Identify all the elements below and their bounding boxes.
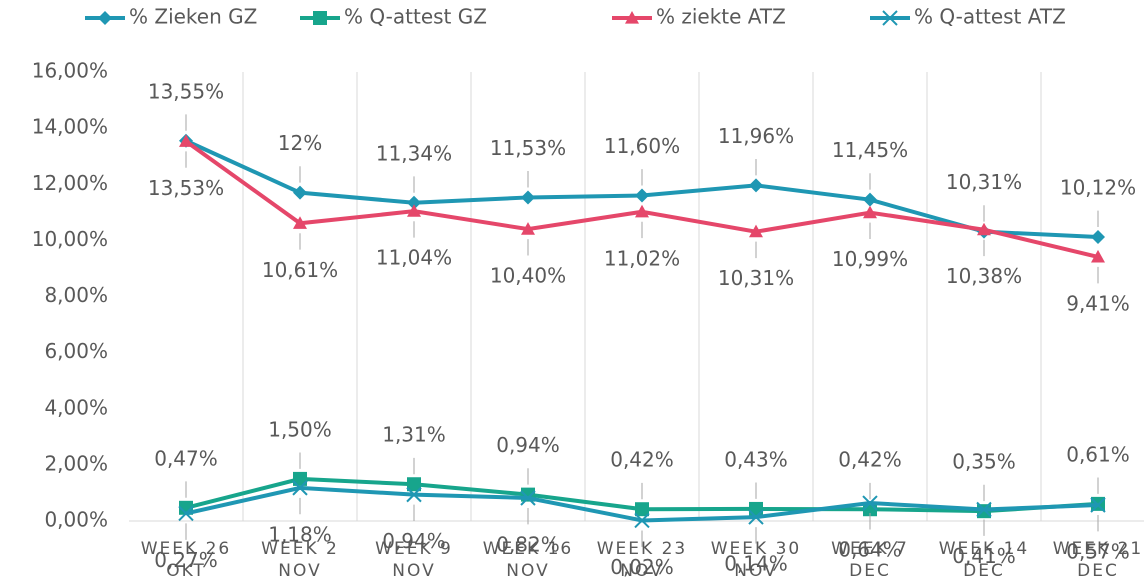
- x-tick-label: WEEK 14 DEC: [938, 539, 1030, 581]
- series-marker: [179, 134, 193, 147]
- data-label: 10,99%: [832, 247, 908, 271]
- legend-marker: [625, 11, 639, 24]
- data-label: 0,42%: [838, 448, 902, 472]
- data-label: 0,43%: [724, 447, 788, 471]
- data-label: 0,57%: [1066, 540, 1130, 564]
- series-marker: [407, 477, 421, 492]
- x-tick-label: WEEK 23 NOV: [596, 539, 688, 581]
- series-marker: [292, 480, 308, 496]
- series-marker: [635, 502, 649, 517]
- series-marker: [1091, 249, 1105, 263]
- data-label: 0,64%: [838, 538, 902, 562]
- series-marker: [748, 509, 764, 525]
- data-label: 10,12%: [1060, 176, 1136, 200]
- data-label: 11,02%: [604, 246, 680, 270]
- data-label: 0,27%: [154, 548, 218, 572]
- data-label: 0,35%: [952, 450, 1016, 474]
- x-tick-label: WEEK 9 NOV: [375, 539, 453, 581]
- data-label: 12%: [278, 131, 322, 155]
- series-marker: [749, 224, 763, 238]
- y-tick-label: 12,00%: [32, 171, 108, 195]
- data-label: 1,50%: [268, 417, 332, 441]
- series-marker: [634, 512, 650, 529]
- data-label: 10,31%: [718, 266, 794, 290]
- series-marker: [977, 222, 991, 236]
- data-label: 0,02%: [610, 555, 674, 579]
- data-label: 0,94%: [382, 529, 446, 553]
- y-tick-label: 14,00%: [32, 115, 108, 139]
- series-marker: [293, 216, 307, 229]
- y-tick-label: 8,00%: [44, 283, 108, 307]
- data-label: 0,94%: [496, 433, 560, 457]
- data-label: 13,53%: [148, 176, 224, 200]
- x-tick-label: WEEK 26 OKT: [140, 539, 232, 581]
- series-marker: [1090, 497, 1106, 513]
- legend-marker: [882, 10, 898, 26]
- x-tick-label: WEEK 7 DEC: [831, 539, 909, 581]
- series-marker: [407, 204, 421, 217]
- x-tick-label: WEEK 16 NOV: [482, 539, 574, 581]
- x-tick-label: WEEK 2 NOV: [261, 539, 339, 581]
- legend-marker: [98, 11, 112, 25]
- series-marker: [635, 204, 649, 218]
- series-marker: [863, 205, 877, 219]
- y-tick-label: 2,00%: [44, 451, 108, 475]
- y-tick-label: 6,00%: [44, 339, 108, 363]
- series-marker: [1091, 230, 1105, 245]
- data-label: 13,55%: [148, 79, 224, 103]
- series-marker: [749, 178, 763, 193]
- data-label: 0,41%: [952, 544, 1016, 568]
- data-label: 11,45%: [832, 138, 908, 162]
- data-label: 0,42%: [610, 448, 674, 472]
- data-label: 0,14%: [724, 552, 788, 576]
- data-label: 10,38%: [946, 264, 1022, 288]
- data-label: 10,31%: [946, 170, 1022, 194]
- series-marker: [749, 501, 763, 516]
- series-marker: [293, 471, 307, 486]
- data-label: 0,61%: [1066, 442, 1130, 466]
- legend-label: % ziekte ATZ: [656, 5, 786, 29]
- x-tick-label: WEEK 21 DEC: [1052, 539, 1144, 581]
- y-tick-label: 4,00%: [44, 395, 108, 419]
- x-tick-label: WEEK 30 NOV: [710, 539, 802, 581]
- series-marker: [863, 192, 877, 207]
- y-tick-label: 16,00%: [32, 59, 108, 83]
- data-label: 9,41%: [1066, 291, 1130, 315]
- data-label: 11,60%: [604, 134, 680, 158]
- series-marker: [635, 188, 649, 203]
- series-marker: [293, 185, 307, 200]
- series-marker: [521, 222, 535, 235]
- y-tick-label: 10,00%: [32, 227, 108, 251]
- series-marker: [976, 501, 992, 518]
- series-marker: [407, 195, 421, 210]
- data-label: 11,53%: [490, 136, 566, 160]
- data-label: 10,61%: [262, 258, 338, 282]
- data-label: 1,31%: [382, 423, 446, 447]
- series-marker: [406, 486, 422, 503]
- data-label: 0,82%: [496, 532, 560, 556]
- series-marker: [862, 495, 878, 511]
- series-marker: [178, 505, 194, 522]
- data-label: 11,34%: [376, 141, 452, 165]
- legend-label: % Zieken GZ: [129, 5, 257, 29]
- data-label: 1,18%: [268, 522, 332, 546]
- data-label: 11,04%: [376, 246, 452, 270]
- series-marker: [520, 490, 536, 506]
- data-label: 10,40%: [490, 264, 566, 288]
- legend-marker: [313, 11, 327, 25]
- series-marker: [521, 190, 535, 205]
- data-label: 11,96%: [718, 124, 794, 148]
- y-tick-label: 0,00%: [44, 508, 108, 532]
- legend-label: % Q-attest GZ: [344, 5, 487, 29]
- legend-label: % Q-attest ATZ: [914, 5, 1066, 29]
- data-label: 0,47%: [154, 446, 218, 470]
